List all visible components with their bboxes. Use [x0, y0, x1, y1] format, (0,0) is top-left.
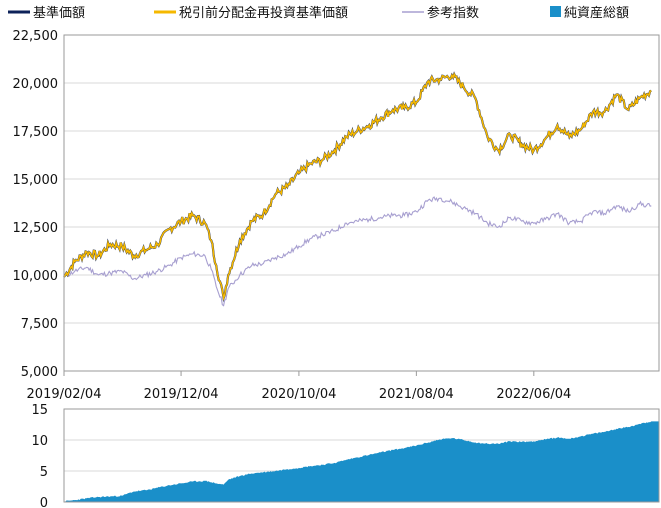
main-x-tick-labels: 2019/02/04 2019/12/04 2020/10/04 2021/08/04…: [27, 371, 571, 402]
legend-label-net-assets: 純資産総額: [564, 5, 629, 21]
sub-y-tick-label: 0: [40, 496, 48, 508]
main-y-tick-label: 15,000: [13, 173, 59, 188]
legend-label-benchmark: 参考指数: [427, 5, 479, 21]
main-y-tick-label: 7,500: [21, 317, 58, 332]
legend-item-reinvested-nav: 税引前分配金再投資基準価額: [154, 5, 348, 21]
series-line-benchmark: [63, 196, 652, 307]
sub-plot-frame: [63, 408, 660, 503]
main-y-tick-label: 10,000: [13, 269, 59, 284]
main-x-tick-label: 2019/12/04: [144, 387, 219, 402]
legend-label-nav: 基準価額: [33, 5, 85, 21]
sub-y-tick-labels: 0 5 10 15: [31, 403, 48, 508]
main-y-tick-labels: 5,000 7,500 10,000 12,500 15,000 17,500 20,000…: [13, 29, 59, 380]
main-x-tick-label: 2022/06/04: [496, 387, 571, 402]
series-area-net-assets: [64, 421, 659, 502]
legend-item-benchmark: 参考指数: [402, 5, 479, 21]
sub-y-tick-label: 15: [31, 403, 48, 418]
main-y-tick-label: 22,500: [13, 29, 59, 44]
sub-y-tick-label: 5: [40, 465, 48, 480]
main-line-chart: 5,000 7,500 10,000 12,500 15,000 17,500 20,000…: [13, 29, 660, 402]
legend-label-reinvested-nav: 税引前分配金再投資基準価額: [179, 5, 348, 21]
legend-item-net-assets: 純資産総額: [550, 5, 629, 21]
main-y-tick-label: 17,500: [13, 125, 59, 140]
main-y-tick-label: 12,500: [13, 221, 59, 236]
legend: 基準価額 税引前分配金再投資基準価額 参考指数 純資産総額: [8, 5, 629, 21]
series-line-reinvested-nav: [63, 72, 652, 302]
main-y-tick-label: 20,000: [13, 77, 59, 92]
main-series: [63, 71, 652, 307]
main-grid: [64, 34, 659, 372]
net-assets-area-chart: 0 5 10 15: [31, 403, 660, 508]
sub-series: [64, 421, 659, 502]
main-plot-frame: [63, 34, 660, 372]
legend-swatch-net-assets: [550, 6, 561, 17]
sub-y-tick-label: 10: [31, 434, 48, 449]
main-y-tick-label: 5,000: [21, 365, 58, 380]
series-line-nav: [63, 71, 652, 303]
legend-item-nav: 基準価額: [8, 5, 85, 21]
main-x-tick-label: 2020/10/04: [261, 387, 336, 402]
main-x-tick-label: 2019/02/04: [27, 387, 102, 402]
main-x-tick-label: 2021/08/04: [379, 387, 454, 402]
